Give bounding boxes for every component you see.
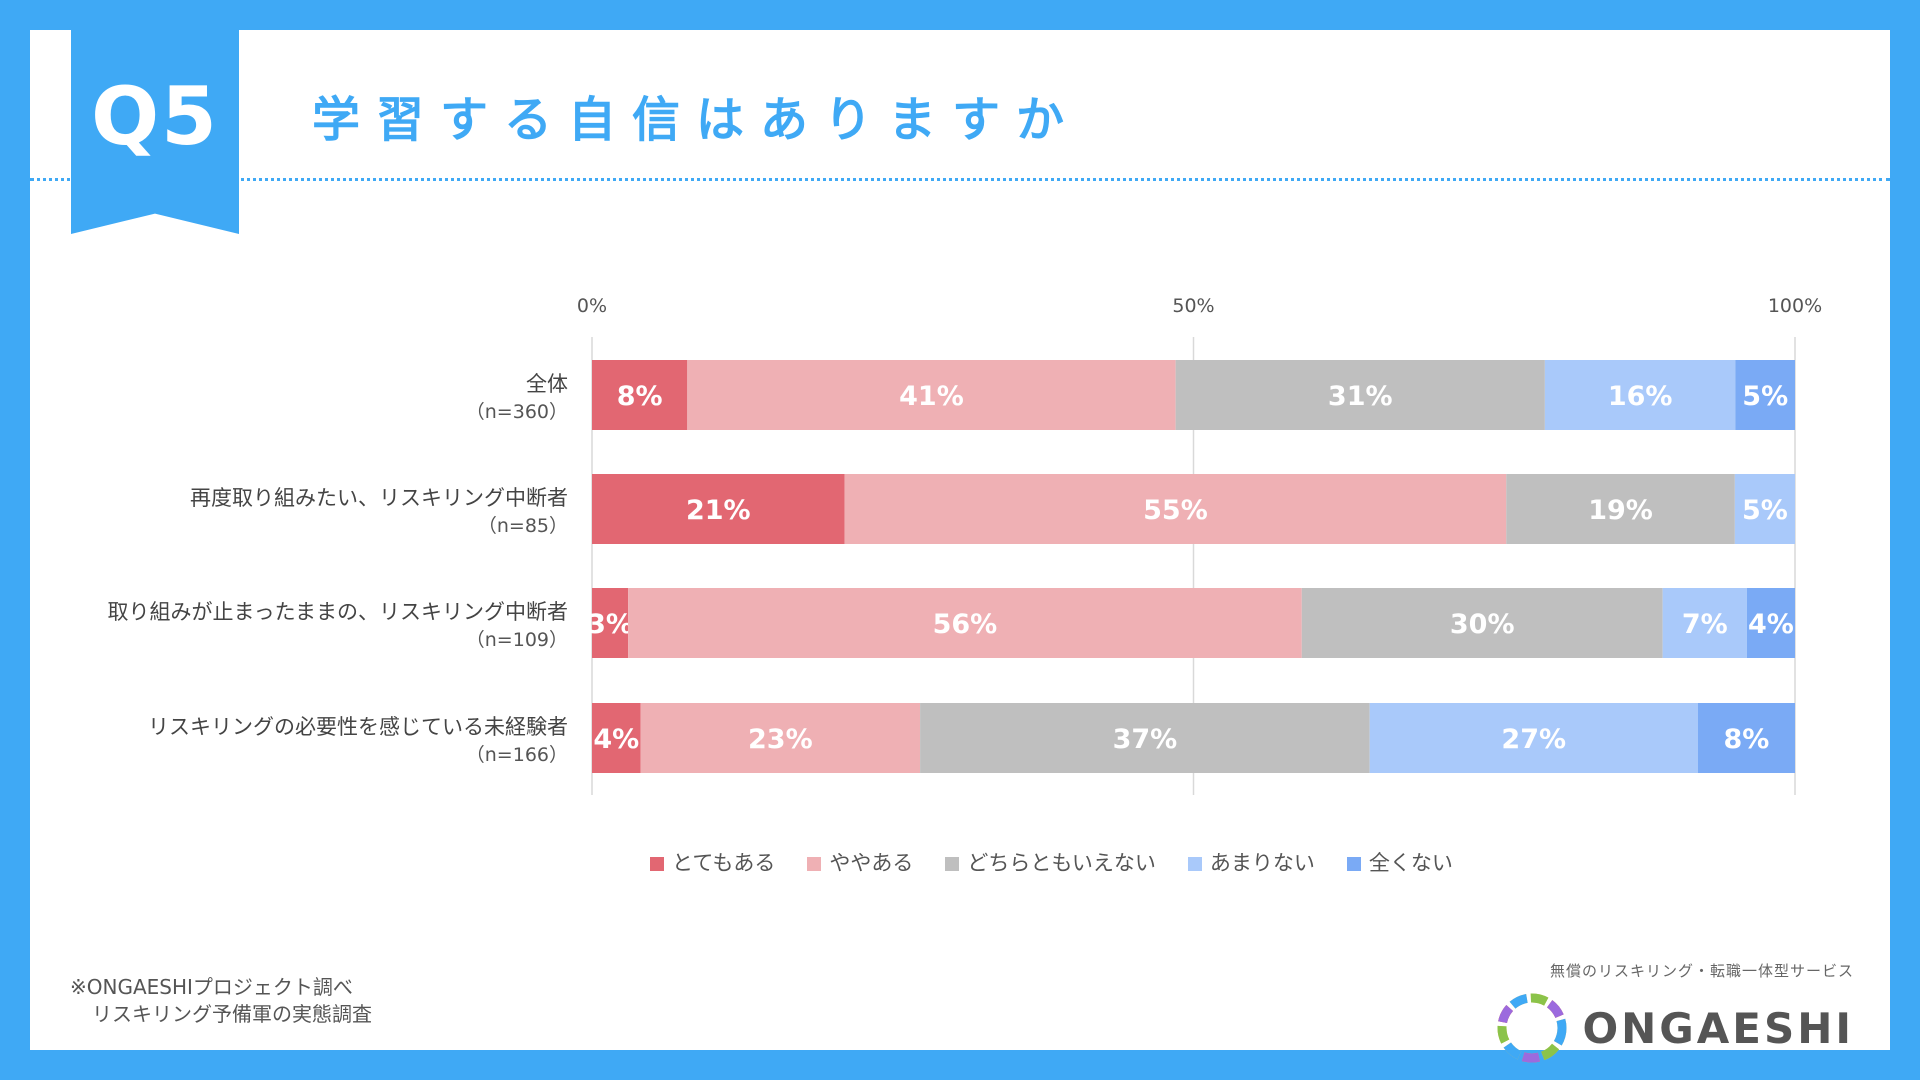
bar-segment [1735, 360, 1795, 430]
legend-label: どちらともいえない [967, 851, 1156, 875]
data-label: 3% [587, 609, 633, 640]
service-tagline: 無償のリスキリング・転職一体型サービス [1549, 962, 1854, 980]
category-label: リスキリングの必要性を感じている未経験者 [148, 715, 568, 739]
legend-label: 全くない [1368, 851, 1453, 875]
slide-card: Q5 学習する自信はありますか 0% 50% 100% 全体 （n=360） 再度取り組… [30, 30, 1890, 1063]
bar-segment [592, 474, 845, 544]
bar-segment [1697, 703, 1795, 773]
data-label: 56% [933, 609, 998, 640]
category-labels: 全体 （n=360） 再度取り組みたい、リスキリング中断者 （n=85） 取り組みが止ま… [107, 372, 568, 766]
source-note: ※ONGAESHIプロジェクト調べ リスキリング予備軍の実態調査 [70, 974, 372, 1028]
legend-swatch [945, 857, 960, 871]
source-note-line1: ※ONGAESHIプロジェクト調べ [70, 975, 353, 999]
bar-segment [1662, 588, 1747, 658]
data-label: 8% [1723, 724, 1769, 755]
bar-segment [1369, 703, 1698, 773]
x-tick-label: 100% [1768, 295, 1822, 317]
bar-segment [687, 360, 1176, 430]
x-tick-label: 0% [577, 295, 607, 317]
legend-swatch [650, 857, 664, 871]
legend-swatch [1187, 857, 1202, 871]
category-label: 全体 [526, 372, 568, 396]
stacked-bar-chart: 0% 50% 100% 全体 （n=360） 再度取り組みたい、リスキリング中断者 （n=… [107, 295, 1822, 795]
question-number: Q5 [91, 70, 219, 163]
category-sample-size: （n=85） [478, 515, 568, 537]
data-label: 4% [593, 724, 639, 755]
data-label: 5% [1742, 381, 1788, 412]
bar-segment [1175, 360, 1545, 430]
bar-segment [592, 360, 688, 430]
data-label: 16% [1608, 381, 1673, 412]
x-tick-label: 50% [1172, 295, 1214, 317]
brand-logo: ONGAESHI [1496, 992, 1854, 1064]
bar-segment [1734, 474, 1795, 544]
data-label: 8% [617, 381, 663, 412]
chart-legend: とてもある ややある どちらともいえない あまりない 全くない [650, 847, 1453, 877]
data-label: 5% [1742, 495, 1788, 526]
chart-bars: 8% 41% 31% 16% 5% 21% 55% 19% 5% 3% 56% 30% 7% 4% 4% 23… [587, 360, 1795, 773]
bar-segment [640, 703, 921, 773]
data-label: 7% [1682, 609, 1728, 640]
legend-label: あまりない [1209, 851, 1315, 875]
bar-segment [1506, 474, 1735, 544]
ongaeshi-logo-icon [1497, 993, 1567, 1063]
category-sample-size: （n=109） [466, 629, 568, 651]
bar-segment [1746, 588, 1795, 658]
data-label: 19% [1588, 495, 1653, 526]
bar-segment [592, 703, 641, 773]
data-label: 37% [1113, 724, 1178, 755]
category-label: 再度取り組みたい、リスキリング中断者 [190, 486, 568, 510]
legend-item: どちらともいえない [945, 847, 1156, 877]
legend-item: あまりない [1187, 847, 1315, 877]
data-label: 21% [686, 495, 751, 526]
data-label: 31% [1328, 381, 1393, 412]
legend-swatch [807, 857, 822, 871]
data-label: 27% [1501, 724, 1566, 755]
legend-item: 全くない [1346, 847, 1453, 877]
bar-segment [592, 588, 629, 658]
data-label: 41% [899, 381, 964, 412]
data-label: 55% [1143, 495, 1208, 526]
x-axis-ticks: 0% 50% 100% [577, 295, 1822, 317]
legend-item: とてもある [650, 847, 775, 877]
data-label: 4% [1748, 609, 1794, 640]
legend-item: ややある [807, 847, 913, 877]
legend-label: とてもある [672, 851, 776, 875]
bar-segment [844, 474, 1507, 544]
bar-segment [628, 588, 1302, 658]
data-label: 30% [1450, 609, 1515, 640]
title-divider [30, 178, 1890, 181]
bar-segment [1544, 360, 1736, 430]
data-label: 23% [748, 724, 813, 755]
category-sample-size: （n=166） [466, 744, 568, 766]
category-sample-size: （n=360） [466, 401, 568, 423]
legend-swatch [1346, 857, 1361, 871]
question-banner [71, 30, 239, 234]
source-note-line2: リスキリング予備軍の実態調査 [92, 1002, 372, 1026]
bar-segment [1301, 588, 1663, 658]
bar-segment [920, 703, 1370, 773]
page-title: 学習する自信はありますか [312, 92, 1081, 148]
brand-name: ONGAESHI [1582, 1003, 1854, 1053]
legend-label: ややある [829, 851, 914, 875]
category-label: 取り組みが止まったままの、リスキリング中断者 [107, 600, 568, 624]
